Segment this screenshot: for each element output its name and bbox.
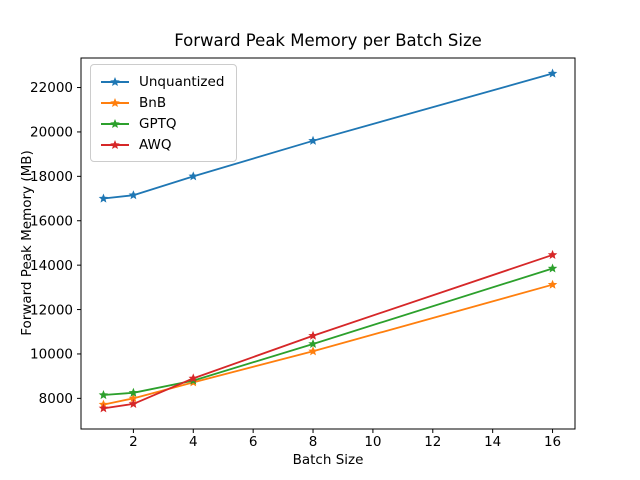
legend-label-bnb: BnB — [139, 94, 167, 111]
series-marker-gptq — [547, 263, 558, 273]
legend-star-icon — [110, 97, 120, 107]
series-line-bnb — [103, 283, 553, 406]
y-tick-label: 12000 — [30, 302, 73, 318]
series-line-gptq — [103, 267, 553, 396]
legend-item-awq: AWQ — [101, 134, 224, 155]
legend-item-unquantized: Unquantized — [101, 71, 224, 92]
legend-swatch-unquantized — [101, 76, 129, 86]
x-axis-label: Batch Size — [292, 452, 364, 468]
legend-star-icon — [110, 118, 120, 128]
x-tick-label: 8 — [309, 434, 318, 450]
series-marker-gptq — [128, 387, 139, 397]
legend-swatch-bnb — [101, 97, 129, 107]
x-tick-label: 10 — [364, 434, 381, 450]
series-marker-unquantized — [547, 68, 558, 78]
y-tick-label: 14000 — [30, 258, 73, 274]
x-tick-label: 12 — [424, 434, 441, 450]
series-marker-bnb — [308, 346, 318, 356]
x-tick-label: 6 — [249, 434, 258, 450]
series-marker-awq — [98, 403, 109, 413]
legend-label-gptq: GPTQ — [139, 115, 177, 132]
legend-star-icon — [110, 139, 120, 149]
y-tick-label: 18000 — [30, 169, 73, 185]
y-tick-label: 16000 — [30, 213, 73, 229]
series-marker-unquantized — [98, 193, 109, 203]
y-tick-label: 22000 — [30, 80, 73, 96]
chart-title: Forward Peak Memory per Batch Size — [174, 31, 482, 50]
legend: Unquantized BnB GPTQ AWQ — [90, 64, 238, 162]
legend-item-gptq: GPTQ — [101, 113, 224, 134]
y-tick-label: 20000 — [30, 125, 73, 141]
series-marker-awq — [188, 373, 199, 383]
series-marker-awq — [547, 249, 558, 259]
legend-label-unquantized: Unquantized — [139, 73, 225, 90]
series-marker-awq — [128, 398, 139, 408]
series-marker-bnb — [128, 393, 139, 403]
y-tick-label: 10000 — [30, 347, 73, 363]
series-marker-unquantized — [308, 135, 318, 145]
x-tick-label: 4 — [189, 434, 198, 450]
x-tick-label: 14 — [484, 434, 501, 450]
series-marker-unquantized — [188, 171, 199, 181]
legend-label-awq: AWQ — [139, 136, 172, 153]
series-marker-awq — [308, 330, 318, 340]
axes-spines — [80, 57, 576, 430]
legend-swatch-awq — [101, 139, 129, 149]
legend-swatch-gptq — [101, 118, 129, 128]
x-tick-label: 16 — [544, 434, 561, 450]
y-tick-label: 8000 — [39, 391, 73, 407]
series-marker-unquantized — [128, 190, 139, 200]
legend-item-bnb: BnB — [101, 92, 224, 113]
series-marker-bnb — [547, 279, 558, 289]
series-marker-gptq — [308, 338, 318, 349]
series-marker-gptq — [98, 390, 109, 400]
x-tick-label: 2 — [129, 434, 138, 450]
legend-star-icon — [110, 76, 120, 86]
